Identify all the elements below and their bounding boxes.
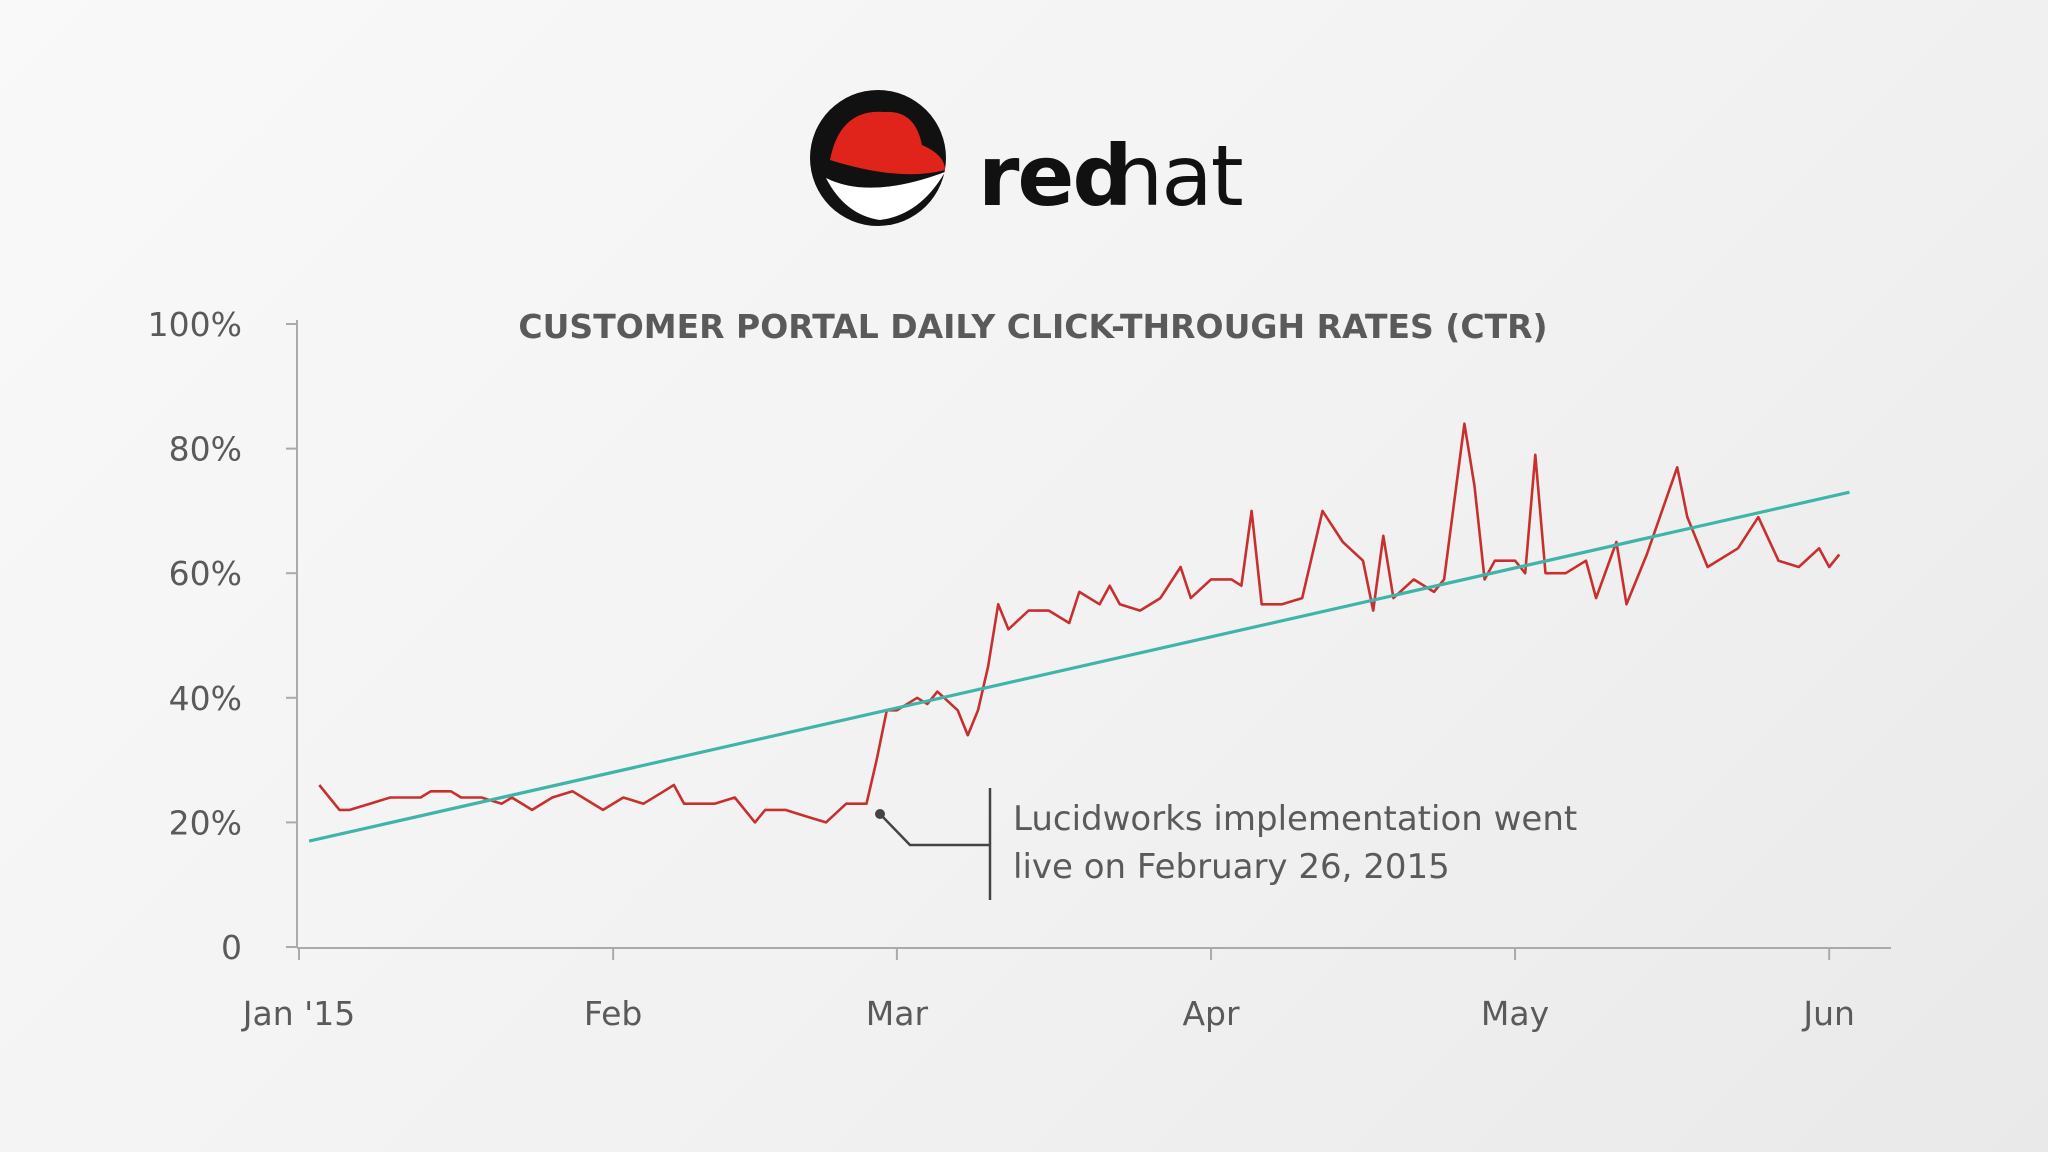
x-tick-label: Jun	[1801, 994, 1855, 1033]
annotation-text: Lucidworks implementation went	[1013, 799, 1577, 839]
annotation: Lucidworks implementation went live on F…	[875, 788, 1577, 900]
logo-face	[826, 172, 945, 220]
y-tick-label: 60%	[169, 554, 242, 593]
annotation-text: live on February 26, 2015	[1013, 847, 1450, 887]
y-tick-label: 80%	[169, 430, 242, 469]
logo-text-light: hat	[1110, 127, 1242, 225]
plot: 0 20% 40% 60% 80% 100% Jan '15 Feb Mar Apr May Jun	[148, 305, 1855, 1033]
logo-text-bold: red	[978, 127, 1131, 225]
logo-hat	[830, 111, 945, 175]
annotation-leader	[879, 813, 990, 847]
x-tick-label: May	[1481, 994, 1549, 1033]
chart-title: CUSTOMER PORTAL DAILY CLICK-THROUGH RATE…	[518, 307, 1547, 346]
logo: red hat	[810, 90, 1244, 226]
trend-line	[308, 490, 1850, 843]
y-tick-label: 100%	[148, 305, 242, 344]
y-tick-label: 40%	[169, 679, 242, 718]
x-tick-label: Apr	[1182, 994, 1240, 1033]
y-tick-label: 20%	[169, 803, 242, 842]
ctr-line	[318, 422, 1841, 824]
x-tick-label: Jan '15	[241, 994, 355, 1033]
y-tick-label: 0	[221, 928, 242, 967]
x-tick-label: Feb	[584, 994, 642, 1033]
x-tick-label: Mar	[866, 994, 929, 1033]
